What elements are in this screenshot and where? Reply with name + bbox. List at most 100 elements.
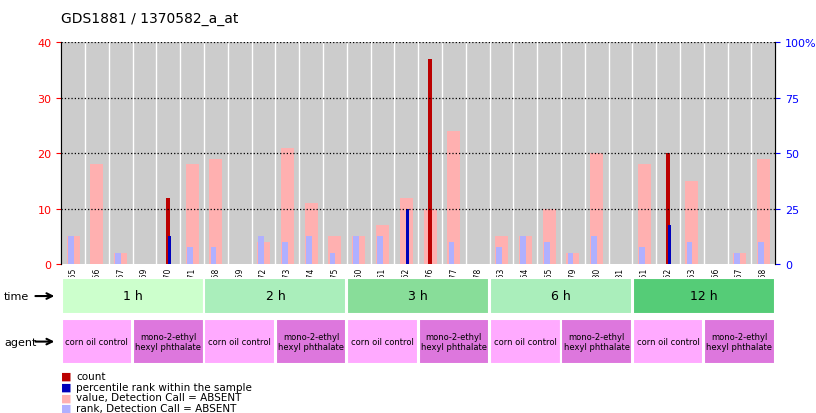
Bar — [132, 43, 157, 264]
Bar — [590, 154, 603, 264]
Bar — [205, 319, 275, 364]
Text: mono-2-ethyl
hexyl phthalate: mono-2-ethyl hexyl phthalate — [564, 332, 630, 351]
Text: value, Detection Call = ABSENT: value, Detection Call = ABSENT — [76, 392, 242, 402]
Bar — [62, 279, 203, 314]
Bar — [180, 43, 204, 264]
Text: corn oil control: corn oil control — [65, 337, 128, 346]
Bar — [685, 181, 698, 264]
Bar — [205, 279, 346, 314]
Bar — [353, 237, 359, 264]
Bar — [561, 43, 585, 264]
Bar — [419, 319, 489, 364]
Bar — [85, 43, 109, 264]
Bar — [680, 43, 703, 264]
Bar — [418, 43, 442, 264]
Bar — [257, 242, 270, 264]
Bar — [109, 43, 132, 264]
Bar — [703, 43, 728, 264]
Bar — [400, 198, 413, 264]
Text: ■: ■ — [61, 392, 72, 402]
Bar — [353, 237, 366, 264]
Bar — [537, 43, 561, 264]
Bar — [348, 279, 489, 314]
Bar — [520, 237, 526, 264]
Bar — [323, 43, 347, 264]
Bar — [61, 43, 85, 264]
Bar — [495, 237, 508, 264]
Bar — [561, 319, 632, 364]
Bar — [639, 248, 645, 264]
Bar — [187, 248, 193, 264]
Bar — [157, 43, 180, 264]
Bar — [428, 60, 432, 264]
Bar — [258, 237, 264, 264]
Bar — [543, 242, 550, 264]
Bar — [210, 159, 223, 264]
Bar — [449, 242, 455, 264]
Text: 12 h: 12 h — [690, 289, 717, 302]
Text: mono-2-ethyl
hexyl phthalate: mono-2-ethyl hexyl phthalate — [421, 332, 487, 351]
Bar — [251, 43, 275, 264]
Bar — [424, 209, 437, 264]
Text: agent: agent — [4, 337, 37, 347]
Bar — [513, 43, 537, 264]
Text: GDS1881 / 1370582_a_at: GDS1881 / 1370582_a_at — [61, 12, 238, 26]
Bar — [306, 237, 312, 264]
Bar — [667, 225, 672, 264]
Text: 2 h: 2 h — [265, 289, 286, 302]
Bar — [633, 279, 774, 314]
Text: corn oil control: corn oil control — [494, 337, 557, 346]
Text: 6 h: 6 h — [551, 289, 571, 302]
Bar — [115, 253, 122, 264]
Text: mono-2-ethyl
hexyl phthalate: mono-2-ethyl hexyl phthalate — [135, 332, 202, 351]
Bar — [299, 43, 323, 264]
Bar — [592, 237, 597, 264]
Bar — [211, 248, 216, 264]
Bar — [704, 319, 774, 364]
Bar — [304, 204, 317, 264]
Text: ■: ■ — [61, 371, 72, 381]
Bar — [490, 319, 561, 364]
Bar — [67, 237, 80, 264]
Bar — [543, 209, 556, 264]
Bar — [758, 242, 764, 264]
Text: corn oil control: corn oil control — [208, 337, 271, 346]
Bar — [68, 237, 73, 264]
Text: ■: ■ — [61, 403, 72, 413]
Text: 1 h: 1 h — [122, 289, 143, 302]
Text: mono-2-ethyl
hexyl phthalate: mono-2-ethyl hexyl phthalate — [707, 332, 773, 351]
Bar — [228, 43, 251, 264]
Text: corn oil control: corn oil control — [351, 337, 414, 346]
Bar — [733, 253, 746, 264]
Bar — [490, 279, 632, 314]
Bar — [281, 148, 294, 264]
Bar — [490, 43, 513, 264]
Bar — [330, 253, 335, 264]
Bar — [166, 198, 171, 264]
Text: time: time — [4, 291, 29, 301]
Bar — [114, 253, 127, 264]
Text: count: count — [76, 371, 105, 381]
Text: corn oil control: corn oil control — [636, 337, 699, 346]
Bar — [377, 237, 383, 264]
Bar — [376, 225, 389, 264]
Bar — [275, 43, 299, 264]
Bar — [568, 253, 574, 264]
Bar — [496, 248, 502, 264]
Text: ■: ■ — [61, 382, 72, 392]
Bar — [466, 43, 490, 264]
Bar — [519, 237, 532, 264]
Text: 3 h: 3 h — [408, 289, 428, 302]
Bar — [185, 165, 198, 264]
Bar — [638, 165, 651, 264]
Bar — [686, 242, 693, 264]
Bar — [168, 237, 171, 264]
Bar — [442, 43, 466, 264]
Bar — [756, 159, 769, 264]
Bar — [728, 43, 752, 264]
Bar — [585, 43, 609, 264]
Text: rank, Detection Call = ABSENT: rank, Detection Call = ABSENT — [76, 403, 237, 413]
Bar — [328, 237, 341, 264]
Bar — [91, 165, 104, 264]
Bar — [609, 43, 632, 264]
